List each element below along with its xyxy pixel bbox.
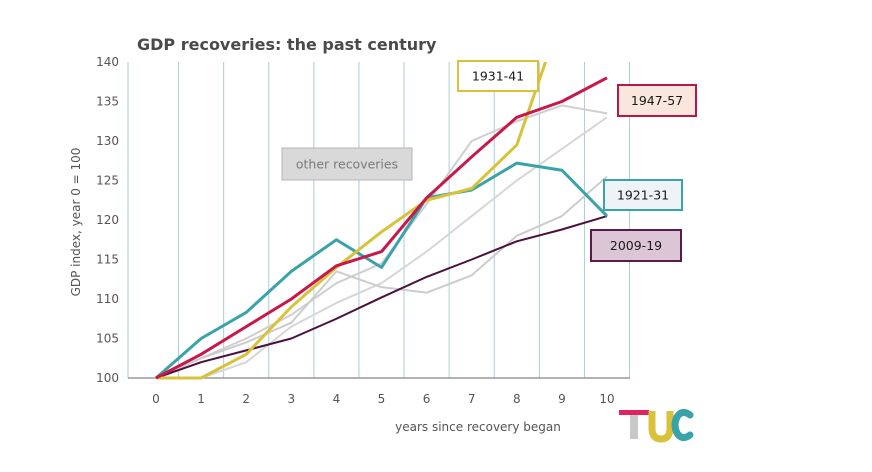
x-tick-label: 1 (197, 392, 205, 406)
label-box (590, 229, 682, 262)
x-tick-label: 2 (242, 392, 250, 406)
label-box (457, 60, 539, 92)
label-box (281, 147, 413, 181)
series-line-1921-31 (155, 161, 609, 380)
x-axis-ticks: 0 1 2 3 4 5 6 7 8 9 10 (152, 392, 614, 406)
y-tick-label: 120 (96, 213, 119, 227)
label-text: 1931-41 (472, 69, 524, 84)
label-box (617, 84, 697, 117)
label-text: 1947-57 (631, 93, 683, 108)
series-label-1947-57: 1947-57 (617, 84, 697, 117)
y-axis-ticks: 100 105 110 115 120 125 130 135 140 (96, 55, 119, 385)
label-text: other recoveries (296, 157, 398, 172)
x-tick-label: 4 (333, 392, 341, 406)
x-tick-label: 6 (423, 392, 431, 406)
x-tick-label: 0 (152, 392, 160, 406)
tuc-logo (619, 408, 694, 443)
x-tick-label: 7 (468, 392, 476, 406)
y-tick-label: 105 (96, 332, 119, 346)
series-line-1947-57 (155, 76, 608, 380)
label-text: 1921-31 (617, 188, 669, 203)
series-lines (155, 62, 609, 380)
y-axis-label: GDP index, year 0 = 100 (69, 148, 83, 297)
y-tick-label: 115 (96, 253, 119, 267)
x-tick-label: 3 (287, 392, 295, 406)
x-tick-label: 9 (558, 392, 566, 406)
logo-letter-t (619, 410, 649, 439)
y-tick-label: 125 (96, 174, 119, 188)
series-line-2009-19 (155, 215, 608, 379)
label-box (603, 179, 683, 211)
series-labels: 1931-41 1947-57 1921-31 2009-19 other recove… (281, 60, 697, 262)
series-line-other-recoveries-b (156, 116, 608, 379)
series-label-2009-19: 2009-19 (590, 229, 682, 262)
logo-letter-u (648, 411, 674, 443)
series-label-1921-31: 1921-31 (603, 179, 683, 211)
x-tick-label: 5 (378, 392, 386, 406)
series-line-1931-41 (156, 62, 548, 380)
x-axis-label: years since recovery began (395, 420, 561, 434)
y-tick-label: 130 (96, 134, 119, 148)
y-tick-label: 110 (96, 292, 119, 306)
logo-letter-c (671, 408, 694, 442)
series-label-1931-41: 1931-41 (457, 60, 539, 92)
label-text: 2009-19 (610, 238, 662, 253)
x-tick-label: 8 (513, 392, 521, 406)
series-label-other-recoveries: other recoveries (281, 147, 413, 181)
y-tick-label: 140 (96, 55, 119, 69)
x-tick-label: 10 (599, 392, 614, 406)
series-line-other-recoveries-c (155, 175, 608, 379)
y-tick-label: 135 (96, 95, 119, 109)
y-tick-label: 100 (96, 371, 119, 385)
chart-title: GDP recoveries: the past century (137, 35, 437, 54)
series-line-other-recoveries-a (155, 104, 608, 379)
